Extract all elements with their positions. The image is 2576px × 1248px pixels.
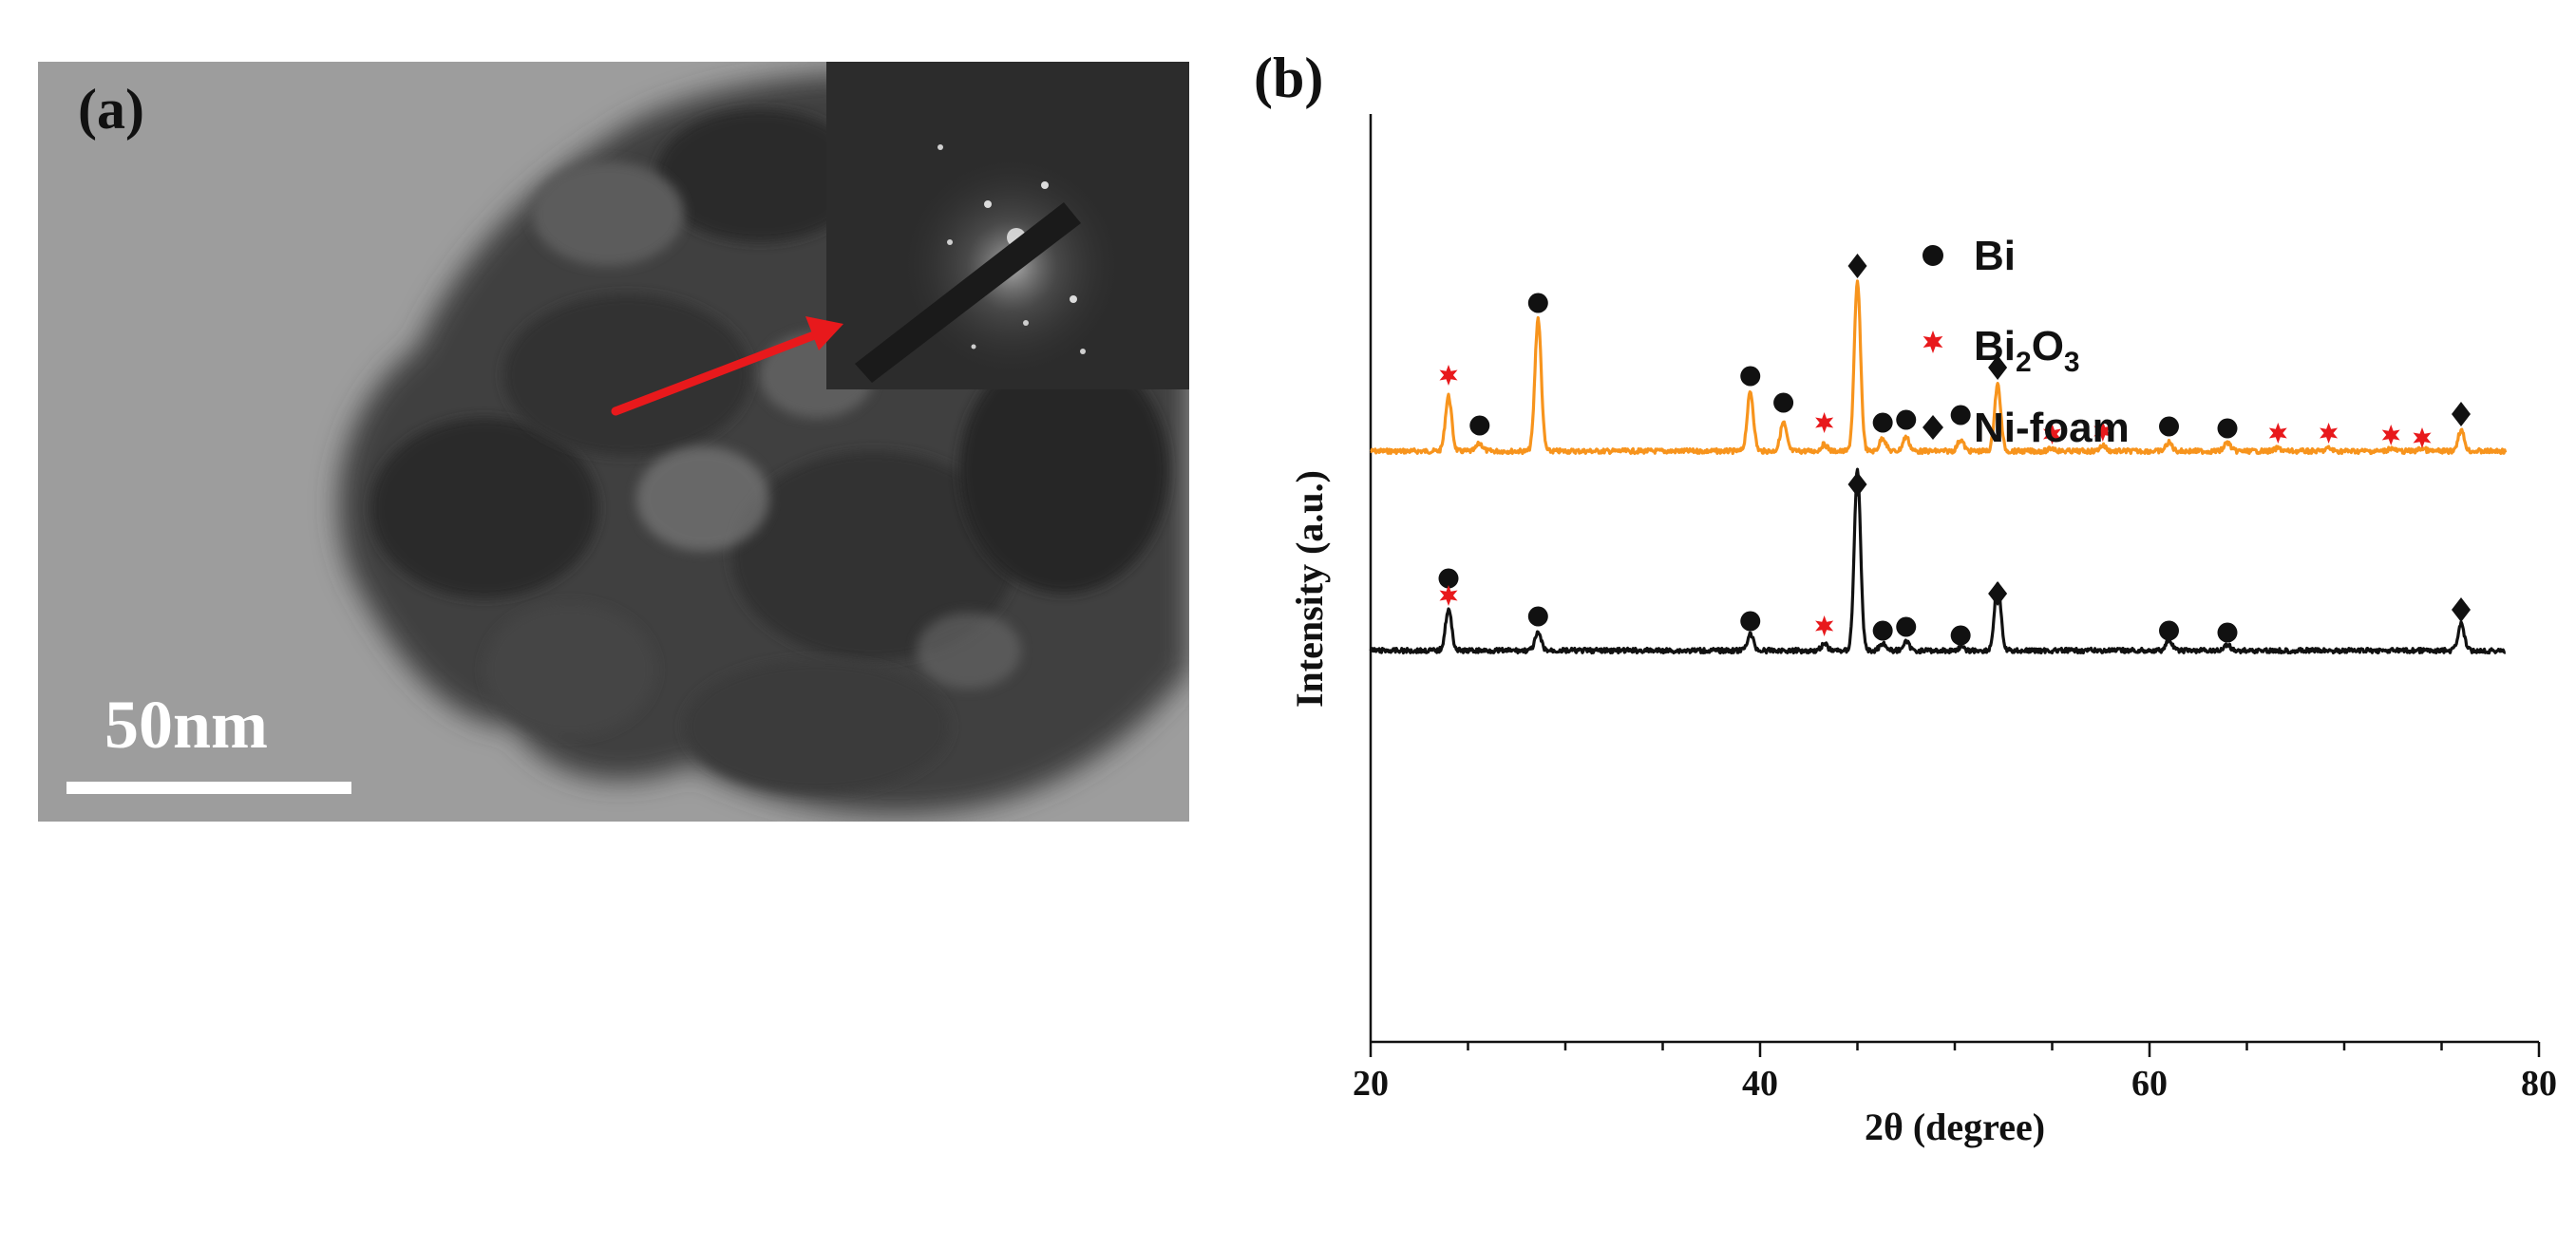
peak-marker-diamond-s1-9	[1988, 581, 2008, 606]
peak-marker-circle-s1-2	[1527, 606, 1548, 627]
xrd-chart: (b) 20 40 60 80 2θ (degree) Intensity (a…	[1254, 47, 2557, 1148]
peak-marker-diamond-s1-5	[1847, 472, 1867, 497]
x-ticks	[1369, 1042, 2541, 1057]
legend: Bi Bi2O3 Ni-foam	[1923, 233, 2130, 451]
peak-marker-star-s1-1	[1439, 585, 1458, 606]
red-arrow	[611, 316, 843, 416]
tem-image: (a) 50nm	[38, 62, 1189, 822]
series-line-black	[1369, 467, 2507, 655]
x-tick-label-20: 20	[1353, 1064, 1389, 1104]
peak-marker-diamond-s0-6	[1847, 254, 1867, 278]
peak-marker-circle-s0-14	[2217, 418, 2238, 439]
y-axis-title: Intensity (a.u.)	[1288, 470, 1331, 708]
peak-marker-circle-s1-7	[1896, 616, 1917, 637]
x-axis-title: 2θ (degree)	[1865, 1106, 2045, 1148]
peak-marker-star-s0-12	[2093, 421, 2112, 442]
saed-inset	[826, 62, 1189, 389]
peak-marker-star-s1-4	[1815, 615, 1834, 636]
series-line-orange	[1370, 279, 2508, 456]
legend-entry-bi2o3: Bi2O3	[1923, 323, 2080, 378]
peak-marker-star-s0-17	[2381, 425, 2400, 445]
panel-a-label: (a)	[78, 78, 144, 141]
legend-bi2o3-main: Bi	[1974, 323, 2016, 369]
scale-bar-label: 50nm	[104, 687, 268, 763]
legend-star-marker	[1923, 331, 1943, 353]
peak-marker-star-s0-18	[2413, 427, 2432, 448]
peak-marker-circle-s0-7	[1872, 412, 1893, 433]
series-layer	[1369, 279, 2508, 655]
peak-marker-diamond-s1-12	[2452, 597, 2471, 622]
peak-marker-star-s0-11	[2043, 424, 2061, 444]
legend-entry-bi: Bi	[1923, 233, 2016, 279]
nanoparticle-agglomerate	[338, 73, 1189, 815]
legend-bi2o3-sub2: 3	[2064, 347, 2080, 378]
x-tick-labels: 20 40 60 80	[1353, 1064, 2557, 1104]
peak-marker-circle-s0-1	[1469, 415, 1490, 436]
peak-marker-diamond-s0-19	[2452, 402, 2471, 426]
x-tick-label-40: 40	[1742, 1064, 1778, 1104]
legend-bi2o3-sub1: 2	[2016, 347, 2032, 378]
peak-marker-star-s0-0	[1439, 365, 1458, 386]
beam-stopper	[855, 202, 1081, 383]
panel-b-label: (b)	[1254, 47, 1323, 109]
peak-marker-circle-s0-9	[1950, 405, 1971, 425]
peak-marker-circle-s0-8	[1896, 409, 1917, 430]
peak-marker-diamond-s0-10	[1988, 355, 2008, 380]
legend-label-bi: Bi	[1974, 233, 2016, 279]
peak-marker-circle-s1-6	[1872, 620, 1893, 641]
legend-label-bi2o3: Bi2O3	[1974, 323, 2080, 378]
peak-marker-star-s0-16	[2320, 423, 2339, 444]
legend-label-ni-foam: Ni-foam	[1974, 405, 2130, 451]
peak-marker-circle-s1-3	[1740, 611, 1761, 632]
peak-marker-circle-s0-4	[1773, 392, 1794, 413]
peak-marker-circle-s0-13	[2159, 416, 2179, 437]
legend-diamond-marker	[1923, 415, 1943, 440]
peak-marker-circle-s0-2	[1527, 293, 1548, 313]
scale-bar: 50nm	[66, 687, 351, 794]
peak-marker-circle-s1-0	[1438, 568, 1459, 589]
legend-bi2o3-mid: O	[2032, 323, 2064, 369]
legend-circle-marker	[1923, 245, 1943, 266]
x-tick-label-60: 60	[2131, 1064, 2168, 1104]
peak-marker-star-s0-5	[1815, 412, 1834, 433]
scale-bar-line	[66, 782, 351, 794]
tem-panel: (a) 50nm	[38, 62, 1189, 822]
plot-frame	[1369, 114, 2539, 1044]
xrd-panel: (b) 20 40 60 80 2θ (degree) Intensity (a…	[1235, 38, 2565, 1235]
legend-entry-ni-foam: Ni-foam	[1923, 405, 2130, 451]
peak-marker-circle-s1-11	[2217, 622, 2238, 643]
peak-marker-circle-s1-8	[1950, 625, 1971, 646]
peak-marker-circle-s1-10	[2159, 620, 2179, 641]
peak-marker-circle-s0-3	[1740, 366, 1761, 387]
x-tick-label-80: 80	[2521, 1064, 2557, 1104]
peak-marker-star-s0-15	[2268, 423, 2287, 444]
marker-layer	[1438, 254, 2471, 646]
